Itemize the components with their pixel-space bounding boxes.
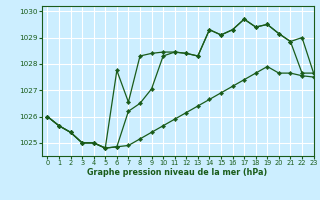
- X-axis label: Graphe pression niveau de la mer (hPa): Graphe pression niveau de la mer (hPa): [87, 168, 268, 177]
